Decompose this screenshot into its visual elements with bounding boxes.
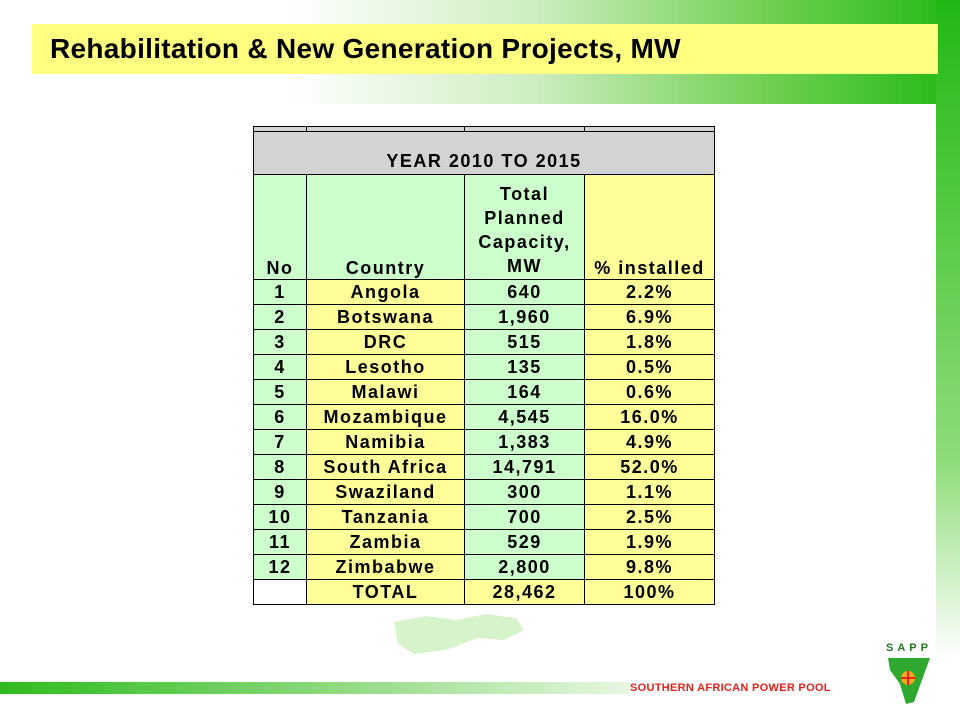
- header-row: No Country Total Planned Capacity, MW % …: [253, 174, 715, 280]
- slide-title-box: Rehabilitation & New Generation Projects…: [32, 24, 938, 74]
- header-capacity-line-3: Capacity,: [478, 232, 571, 252]
- row-capacity: 640: [464, 279, 585, 305]
- header-no: No: [253, 174, 307, 280]
- header-capacity-line-2: Planned: [484, 208, 565, 228]
- row-capacity: 135: [464, 354, 585, 380]
- table-row: 9 Swaziland 300 1.1%: [253, 479, 715, 505]
- row-country: Namibia: [306, 429, 465, 455]
- row-installed: 2.5%: [584, 504, 715, 530]
- period-row: YEAR 2010 TO 2015: [253, 131, 715, 175]
- row-capacity: 1,383: [464, 429, 585, 455]
- right-green-stripe: [936, 0, 960, 660]
- row-no: 5: [253, 379, 307, 405]
- row-country: South Africa: [306, 454, 465, 480]
- table-row: 12 Zimbabwe 2,800 9.8%: [253, 554, 715, 580]
- total-label: TOTAL: [306, 579, 465, 605]
- bottom-green-bar: [0, 682, 630, 694]
- table-row: 2 Botswana 1,960 6.9%: [253, 304, 715, 330]
- row-no: 2: [253, 304, 307, 330]
- logo-text: SAPP: [886, 642, 932, 654]
- row-country: Swaziland: [306, 479, 465, 505]
- row-installed: 6.9%: [584, 304, 715, 330]
- total-installed: 100%: [584, 579, 715, 605]
- table-row: 4 Lesotho 135 0.5%: [253, 354, 715, 380]
- table-row: 8 South Africa 14,791 52.0%: [253, 454, 715, 480]
- row-no: 6: [253, 404, 307, 430]
- row-no: 3: [253, 329, 307, 355]
- row-country: Malawi: [306, 379, 465, 405]
- row-installed: 0.5%: [584, 354, 715, 380]
- period-label: YEAR 2010 TO 2015: [253, 131, 715, 175]
- row-country: DRC: [306, 329, 465, 355]
- row-no: 11: [253, 529, 307, 555]
- row-capacity: 164: [464, 379, 585, 405]
- row-country: Lesotho: [306, 354, 465, 380]
- row-installed: 52.0%: [584, 454, 715, 480]
- table-row: 5 Malawi 164 0.6%: [253, 379, 715, 405]
- map-silhouette-icon: [394, 614, 524, 654]
- capacity-table: YEAR 2010 TO 2015 No Country Total Plann…: [253, 126, 715, 605]
- table-row: 7 Namibia 1,383 4.9%: [253, 429, 715, 455]
- header-capacity: Total Planned Capacity, MW: [464, 174, 585, 280]
- row-capacity: 700: [464, 504, 585, 530]
- row-capacity: 1,960: [464, 304, 585, 330]
- row-country: Mozambique: [306, 404, 465, 430]
- row-no: 4: [253, 354, 307, 380]
- row-no: 9: [253, 479, 307, 505]
- footer-organization: SOUTHERN AFRICAN POWER POOL: [630, 682, 831, 694]
- table-row: 1 Angola 640 2.2%: [253, 279, 715, 305]
- row-installed: 1.1%: [584, 479, 715, 505]
- table-row: 6 Mozambique 4,545 16.0%: [253, 404, 715, 430]
- row-installed: 1.8%: [584, 329, 715, 355]
- row-no: 12: [253, 554, 307, 580]
- row-installed: 1.9%: [584, 529, 715, 555]
- row-capacity: 300: [464, 479, 585, 505]
- table-row: 3 DRC 515 1.8%: [253, 329, 715, 355]
- row-country: Botswana: [306, 304, 465, 330]
- row-capacity: 14,791: [464, 454, 585, 480]
- total-capacity: 28,462: [464, 579, 585, 605]
- row-no: 7: [253, 429, 307, 455]
- table-body: 1 Angola 640 2.2% 2 Botswana 1,960 6.9% 3 DRC 515 1…: [253, 279, 715, 580]
- row-capacity: 529: [464, 529, 585, 555]
- sapp-logo-icon: [888, 658, 930, 704]
- row-country: Angola: [306, 279, 465, 305]
- header-capacity-line-4: MW: [507, 256, 542, 276]
- row-country: Tanzania: [306, 504, 465, 530]
- row-installed: 2.2%: [584, 279, 715, 305]
- header-country: Country: [306, 174, 465, 280]
- row-no: 10: [253, 504, 307, 530]
- row-capacity: 4,545: [464, 404, 585, 430]
- row-no: 8: [253, 454, 307, 480]
- total-row: TOTAL 28,462 100%: [253, 579, 715, 605]
- row-country: Zambia: [306, 529, 465, 555]
- row-capacity: 2,800: [464, 554, 585, 580]
- row-no: 1: [253, 279, 307, 305]
- row-installed: 0.6%: [584, 379, 715, 405]
- table-row: 10 Tanzania 700 2.5%: [253, 504, 715, 530]
- row-installed: 9.8%: [584, 554, 715, 580]
- row-capacity: 515: [464, 329, 585, 355]
- slide-title: Rehabilitation & New Generation Projects…: [50, 33, 681, 64]
- header-installed: % installed: [584, 174, 715, 280]
- row-installed: 4.9%: [584, 429, 715, 455]
- header-capacity-line-1: Total: [499, 184, 550, 204]
- table-row: 11 Zambia 529 1.9%: [253, 529, 715, 555]
- row-country: Zimbabwe: [306, 554, 465, 580]
- row-installed: 16.0%: [584, 404, 715, 430]
